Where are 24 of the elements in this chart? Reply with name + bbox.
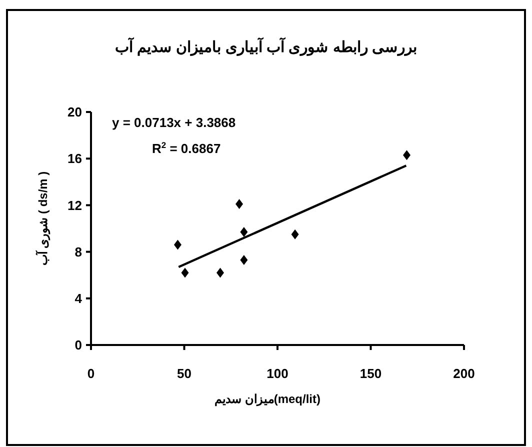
annotation: y = 0.0713x + 3.3868	[112, 115, 236, 130]
point	[240, 226, 248, 237]
annotation: R$^{2}$ = 0.6867	[152, 140, 221, 156]
point	[174, 240, 182, 250]
y-tick-label: 20	[68, 104, 82, 120]
point	[240, 254, 248, 265]
y-tick-label: 16	[68, 151, 82, 166]
point	[236, 199, 244, 210]
point	[181, 268, 189, 278]
y-tick-label: 12	[68, 198, 82, 213]
y-tick-label: 4	[74, 290, 83, 306]
chart-title: بررسی رابطه شوری آب آبیاری بامیزان سدیم آب	[114, 37, 418, 56]
point	[216, 268, 224, 278]
x-tick-label: 200	[453, 366, 475, 381]
x-tick-label: 100	[266, 366, 288, 381]
point	[402, 150, 410, 160]
y-tick-label: 0	[74, 338, 82, 353]
x-axis-title: میزان سدیم(meq/lit)	[214, 392, 321, 407]
x-tick-label: 150	[360, 366, 382, 381]
y-tick-label: 8	[74, 244, 82, 260]
point	[291, 229, 299, 240]
y-axis-title: شوری آب ( ds/m )	[34, 171, 51, 266]
x-tick-label: 0	[87, 366, 95, 381]
x-tick-label: 50	[177, 366, 192, 381]
